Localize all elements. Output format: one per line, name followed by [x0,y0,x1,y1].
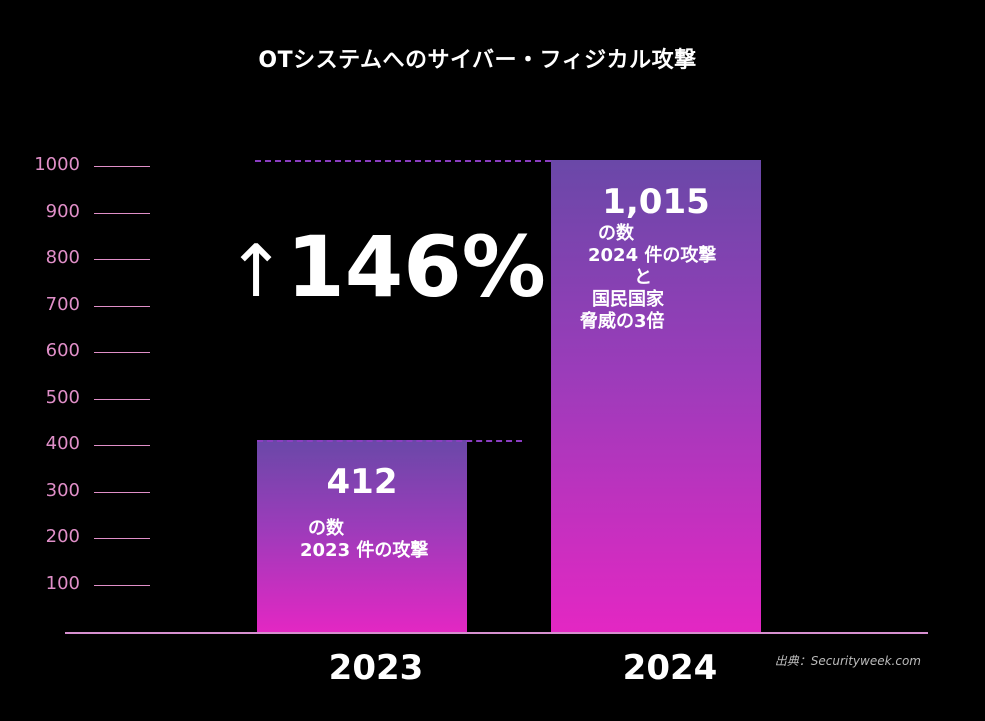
y-tick-line [94,305,150,307]
chart-title: OTシステムへのサイバー・フィジカル攻撃 [258,48,697,73]
y-tick-label: 600 [45,340,80,362]
increase-percent-value: 146% [286,218,546,316]
x-tick-label-2024: 2024 [622,648,718,688]
x-axis-line [65,632,928,634]
y-tick-label: 400 [45,433,80,455]
bar-note-line: 国民国家 [592,289,664,310]
bar-note-line: の数 [308,518,344,539]
y-tick-line [94,352,150,354]
y-tick-line [94,212,150,214]
y-tick-line [94,166,150,168]
bar-2023 [257,440,467,632]
bar-note-2023: の数 2023 件の攻撃 [300,518,428,562]
y-tick-label: 1000 [34,154,80,176]
y-tick-line [94,398,150,400]
bar-note-line: の数 [598,223,634,244]
bar-value-2024: 1,015 [602,182,710,223]
bar-note-2024: の数 2024 件の攻撃 と 国民国家 脅威の3倍 [580,223,740,333]
y-tick-label: 200 [45,526,80,548]
y-tick-line [94,445,150,447]
increase-percent-label: ↑146% [226,218,546,316]
y-tick-label: 900 [45,200,80,222]
source-credit: 出典：Securityweek.com [774,654,921,668]
bar-note-line: 2023 件の攻撃 [300,540,429,561]
y-tick-label: 700 [45,293,80,315]
dashed-guide-2024 [255,160,551,163]
bar-note-line: 2024 件の攻撃 [588,245,717,266]
y-tick-label: 500 [45,386,80,408]
bar-note-line: と [634,267,652,288]
y-tick-line [94,538,150,540]
dashed-guide-2023 [257,440,522,443]
x-tick-label-2023: 2023 [328,648,424,688]
y-tick-line [94,259,150,261]
up-arrow-icon: ↑ [226,229,287,313]
bar-value-2023: 412 [326,462,398,503]
y-tick-label: 800 [45,247,80,269]
y-tick-line [94,491,150,493]
bar-2024 [551,160,761,632]
y-tick-line [94,584,150,586]
bar-note-line: 脅威の3倍 [580,311,665,332]
y-tick-label: 300 [45,479,80,501]
y-tick-label: 100 [45,572,80,594]
